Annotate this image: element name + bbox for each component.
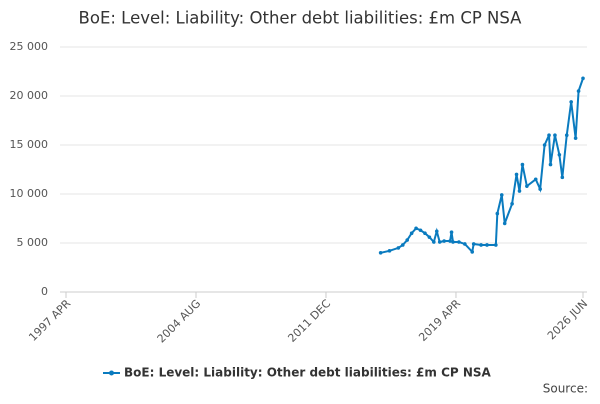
x-tick-label: 2019 APR bbox=[416, 297, 463, 344]
point bbox=[432, 240, 436, 244]
point bbox=[448, 239, 452, 243]
point bbox=[576, 89, 581, 93]
x-tick-label: 1997 APR bbox=[26, 297, 73, 344]
point bbox=[451, 240, 455, 244]
point bbox=[569, 100, 573, 104]
point bbox=[479, 243, 483, 247]
legend-label: BoE: Level: Liability: Other debt liabil… bbox=[124, 366, 492, 380]
point bbox=[510, 202, 514, 206]
point bbox=[409, 231, 414, 235]
x-tick-label: 2026 JUN bbox=[545, 297, 590, 342]
point bbox=[560, 175, 565, 180]
point bbox=[564, 133, 569, 137]
x-tick-label: 2004 AUG bbox=[155, 297, 204, 346]
point bbox=[547, 133, 551, 137]
point bbox=[542, 143, 547, 147]
point bbox=[520, 162, 525, 167]
point bbox=[502, 221, 507, 226]
point bbox=[387, 249, 392, 253]
x-tick-label: 2011 DEC bbox=[285, 297, 333, 345]
point bbox=[418, 228, 423, 233]
y-tick-label: 10 000 bbox=[10, 187, 49, 200]
point bbox=[442, 239, 446, 243]
point bbox=[499, 193, 504, 197]
chart-title: BoE: Level: Liability: Other debt liabil… bbox=[79, 9, 523, 28]
y-tick-label: 0 bbox=[41, 285, 48, 298]
point bbox=[423, 231, 427, 235]
point bbox=[449, 230, 454, 235]
y-tick-label: 15 000 bbox=[10, 138, 49, 151]
point bbox=[427, 235, 432, 239]
y-tick-label: 25 000 bbox=[10, 40, 49, 53]
point bbox=[434, 229, 439, 234]
point bbox=[573, 136, 578, 140]
point bbox=[538, 187, 542, 191]
point bbox=[557, 153, 562, 157]
point bbox=[533, 177, 538, 182]
series-line bbox=[380, 78, 584, 254]
point bbox=[517, 189, 522, 193]
point bbox=[553, 133, 557, 137]
point bbox=[463, 242, 467, 246]
source: Source: bbox=[543, 382, 588, 396]
point bbox=[414, 226, 418, 231]
point bbox=[400, 243, 405, 247]
point bbox=[525, 184, 529, 188]
point bbox=[581, 76, 585, 81]
point bbox=[514, 172, 519, 177]
point bbox=[494, 243, 498, 247]
point bbox=[470, 250, 475, 254]
point bbox=[437, 240, 442, 244]
y-tick-label: 5 000 bbox=[17, 236, 49, 249]
point bbox=[495, 211, 500, 216]
point bbox=[471, 242, 476, 246]
point bbox=[405, 238, 410, 242]
y-tick-label: 20 000 bbox=[10, 89, 49, 102]
legend-marker bbox=[109, 370, 114, 376]
point bbox=[548, 162, 553, 167]
point bbox=[457, 240, 461, 244]
point bbox=[485, 243, 489, 247]
point bbox=[378, 251, 383, 255]
point bbox=[396, 246, 401, 250]
